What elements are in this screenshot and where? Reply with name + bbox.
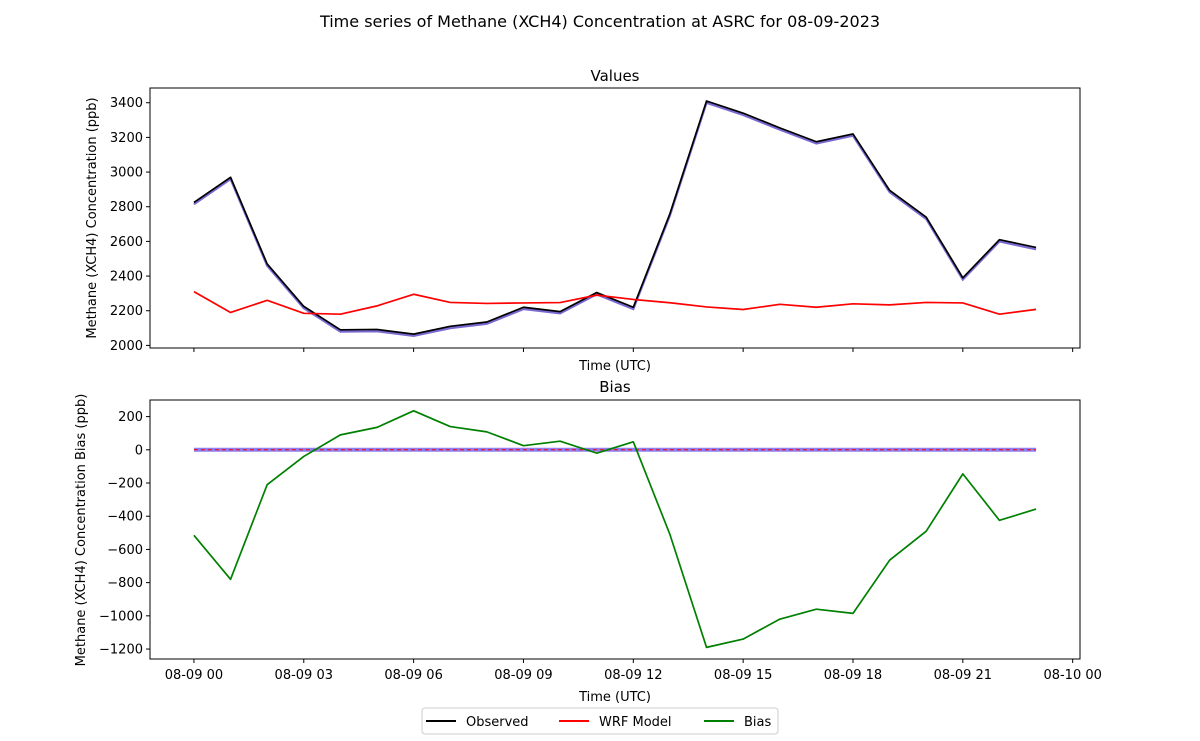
x-tick-label-1-2: 08-09 06 [384, 668, 442, 683]
legend-label-bias: Bias [744, 715, 771, 730]
values-x-label: Time (UTC) [578, 359, 651, 374]
x-tick-label-1-4: 08-09 12 [604, 668, 662, 683]
y-tick-label-1-5: −200 [107, 477, 143, 492]
x-tick-label-1-8: 08-10 00 [1043, 668, 1101, 683]
values-y-label: Methane (XCH4) Concentration (ppb) [85, 97, 100, 338]
y-tick-label-0-2: 2400 [110, 270, 143, 285]
bias-x-label: Time (UTC) [578, 690, 651, 705]
values-panel: Values 20002200240026002800300032003400 … [85, 67, 1081, 374]
series-line-observed [193, 100, 1037, 335]
legend-box [421, 707, 779, 735]
legend: Observed WRF Model Bias [421, 707, 779, 735]
x-tick-label-1-5: 08-09 15 [714, 668, 772, 683]
x-tick-label-1-3: 08-09 09 [494, 668, 552, 683]
suptitle: Time series of Methane (XCH4) Concentrat… [319, 12, 880, 31]
bias-title: Bias [599, 378, 631, 396]
y-tick-label-1-4: −400 [107, 510, 143, 525]
values-title: Values [590, 67, 639, 85]
y-tick-label-0-4: 2800 [110, 200, 143, 215]
y-tick-label-1-7: 200 [118, 410, 143, 425]
y-tick-label-0-5: 3000 [110, 166, 143, 181]
x-tick-label-1-0: 08-09 00 [165, 668, 223, 683]
values-marks [193, 100, 1037, 338]
bias-x-ticks: 08-09 00 08-09 03 08-09 06 08-09 09 08-09 12… [165, 659, 1102, 683]
y-tick-label-1-2: −800 [107, 576, 143, 591]
series-line-observed-shadow [193, 101, 1037, 338]
y-tick-label-0-1: 2200 [110, 304, 143, 319]
legend-label-observed: Observed [466, 715, 529, 730]
values-y-ticks: 2000 2200 2400 2600 2800 3000 3200 3400 [110, 96, 150, 354]
series-line-bias [193, 409, 1037, 649]
series-line-wrf-model [193, 290, 1037, 316]
legend-label-wrf: WRF Model [599, 715, 672, 730]
bias-frame [149, 399, 1081, 660]
y-tick-label-0-3: 2600 [110, 235, 143, 250]
bias-marks [193, 409, 1037, 649]
bias-y-label: Methane (XCH4) Concentration Bias (ppb) [74, 394, 89, 667]
y-tick-label-0-7: 3400 [110, 96, 143, 111]
x-tick-label-1-6: 08-09 18 [824, 668, 882, 683]
x-tick-label-1-1: 08-09 03 [275, 668, 333, 683]
y-tick-label-1-3: −600 [107, 543, 143, 558]
bias-panel: Bias −1200 −1000 −800 −600 −400 −200 0 200 08-0… [74, 378, 1102, 705]
y-tick-label-1-6: 0 [135, 443, 143, 458]
values-x-ticks [193, 348, 1074, 352]
values-frame [149, 87, 1081, 349]
y-tick-label-0-0: 2000 [110, 339, 143, 354]
y-tick-label-1-1: −1000 [99, 609, 143, 624]
y-tick-label-0-6: 3200 [110, 131, 143, 146]
bias-y-ticks: −1200 −1000 −800 −600 −400 −200 0 200 [99, 410, 150, 658]
y-tick-label-1-0: −1200 [99, 643, 143, 658]
x-tick-label-1-7: 08-09 21 [934, 668, 992, 683]
